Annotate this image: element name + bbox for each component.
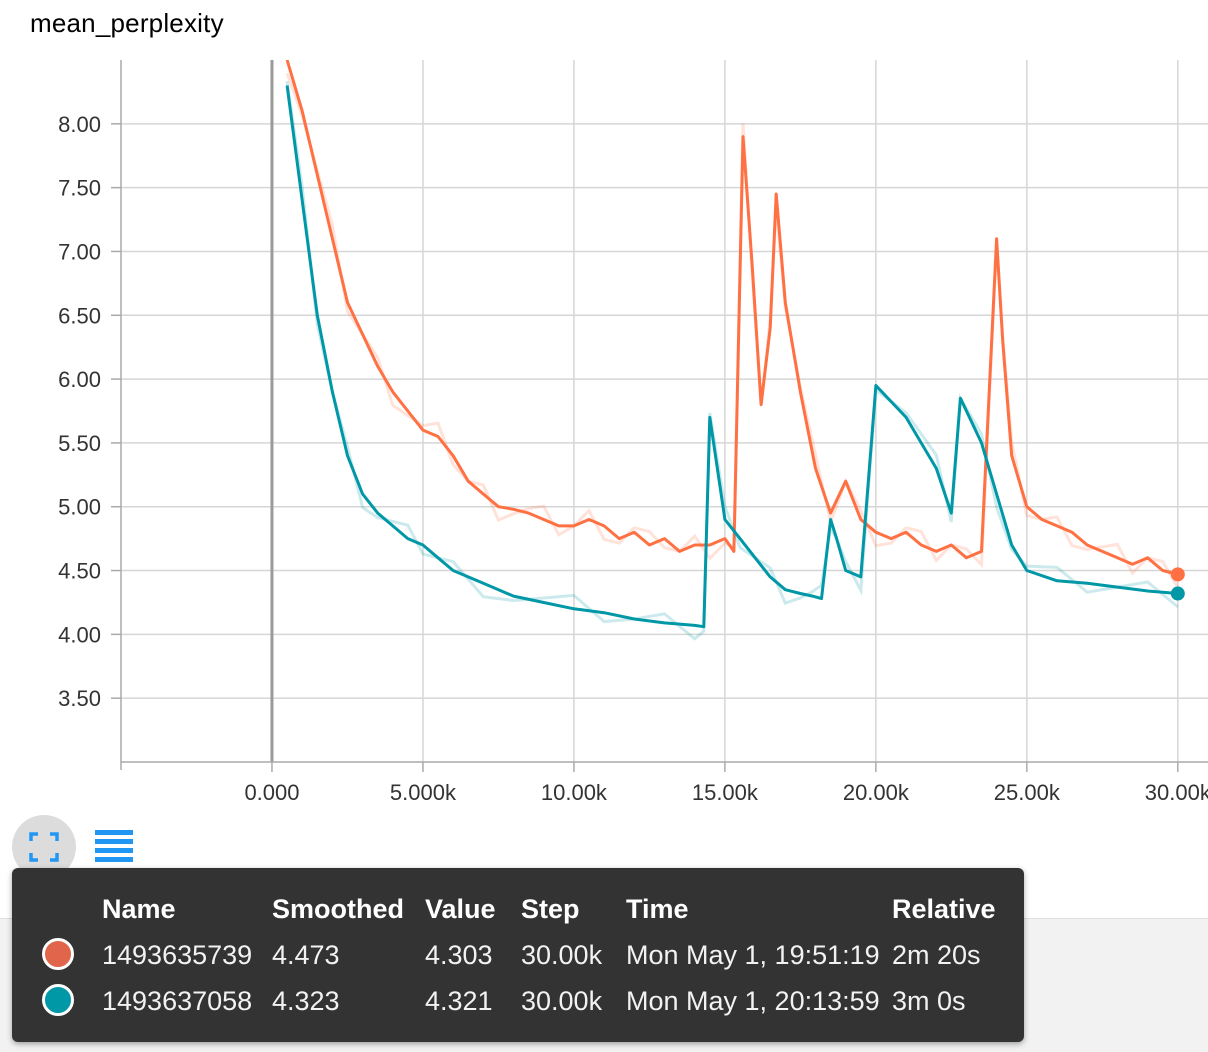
- y-tick-label: 4.00: [58, 622, 101, 647]
- data-table-icon: [95, 830, 133, 862]
- row-name: 1493635739: [102, 940, 253, 970]
- series-line: [285, 60, 1179, 576]
- x-tick-label: 25.00k: [994, 780, 1061, 800]
- header-value: Value: [425, 894, 496, 924]
- data-tooltip: Name Smoothed Value Step Time Relative 1…: [12, 868, 1024, 1042]
- series-layer: [285, 60, 1185, 641]
- row-relative: 3m 0s: [892, 986, 966, 1016]
- series-raw-line: [285, 80, 1179, 641]
- chart-plot[interactable]: 3.50 4.00 4.50 5.00 5.50 6.00 6.50 7.00 7.50 8.00…: [0, 0, 1208, 800]
- x-tick-label: 0.000: [244, 780, 299, 800]
- y-tick-label: 5.00: [58, 495, 101, 520]
- row-value: 4.303: [425, 940, 493, 970]
- header-time: Time: [626, 894, 689, 924]
- series-line: [285, 85, 1178, 629]
- header-name: Name: [102, 894, 176, 924]
- row-step: 30.00k: [521, 940, 603, 970]
- series-end-point: [1170, 567, 1185, 582]
- series-raw-line: [285, 72, 1180, 589]
- header-step: Step: [521, 894, 580, 924]
- row-time: Mon May 1, 20:13:59: [626, 986, 880, 1016]
- x-tick-label: 10.00k: [541, 780, 608, 800]
- header-smoothed: Smoothed: [272, 894, 404, 924]
- axis-layer: 3.50 4.00 4.50 5.00 5.50 6.00 6.50 7.00 7.50 8.00…: [58, 60, 1208, 800]
- y-tick-label: 8.00: [58, 112, 101, 137]
- row-smoothed: 4.323: [272, 986, 340, 1016]
- x-tick-label: 30.00k: [1145, 780, 1208, 800]
- series-group: [285, 60, 1180, 589]
- series-color-swatch: [42, 984, 74, 1016]
- y-tick-label: 4.50: [58, 559, 101, 584]
- row-step: 30.00k: [521, 986, 603, 1016]
- row-time: Mon May 1, 19:51:19: [626, 940, 880, 970]
- toggle-data-table-button[interactable]: [90, 822, 138, 870]
- row-name: 1493637058: [102, 986, 253, 1016]
- row-smoothed: 4.473: [272, 940, 340, 970]
- x-tick-label: 20.00k: [843, 780, 910, 800]
- grid-layer: [121, 60, 1208, 762]
- row-value: 4.321: [425, 986, 493, 1016]
- fit-domain-icon: [29, 832, 59, 862]
- x-tick-label: 15.00k: [692, 780, 759, 800]
- series-group: [285, 80, 1179, 641]
- series-color-swatch: [42, 938, 74, 970]
- y-tick-label: 6.00: [58, 367, 101, 392]
- y-tick-label: 6.50: [58, 303, 101, 328]
- y-tick-label: 3.50: [58, 686, 101, 711]
- y-tick-label: 7.00: [58, 239, 101, 264]
- y-tick-label: 7.50: [58, 176, 101, 201]
- chart-title: mean_perplexity: [30, 8, 224, 38]
- series-end-point: [1170, 586, 1185, 601]
- header-relative: Relative: [892, 894, 996, 924]
- y-tick-label: 5.50: [58, 431, 101, 456]
- row-relative: 2m 20s: [892, 940, 981, 970]
- x-tick-label: 5.000k: [390, 780, 457, 800]
